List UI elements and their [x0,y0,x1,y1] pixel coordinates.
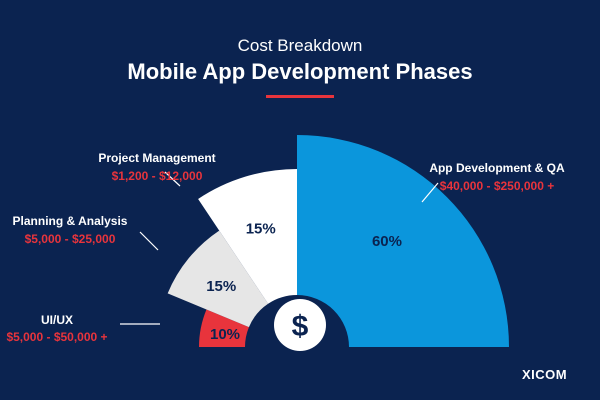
cost-range-project-management: $1,200 - $12,000 [112,169,203,183]
category-label-planning-and-analysis: Planning & Analysis [13,214,128,228]
segment-value-planning-and-analysis: 15% [206,278,236,295]
segment-project-management [198,169,297,304]
segment-app-development-and-qa [297,135,509,347]
page-title-sub: Cost Breakdown [237,36,363,55]
leader-line-planning-and-analysis [139,231,159,251]
leader-line-app-development-and-qa [421,182,439,203]
segment-value-ui-ux: 10% [210,326,240,343]
category-label-app-development-and-qa: App Development & QA [429,161,565,175]
category-label-ui-ux: UI/UX [41,313,73,327]
segment-ui-ux [199,309,249,347]
dollar-icon: $ [292,310,309,343]
title-underline [266,95,334,98]
segment-value-app-development-and-qa: 60% [372,233,402,250]
category-label-project-management: Project Management [98,151,215,165]
cost-range-planning-and-analysis: $5,000 - $25,000 [25,232,116,246]
leader-line-project-management [164,171,181,187]
segment-value-project-management: 15% [246,220,276,237]
brand-logo: XICOM [522,367,568,382]
dollar-badge [274,299,326,351]
cost-range-app-development-and-qa: $40,000 - $250,000 + [440,179,554,193]
cost-range-ui-ux: $5,000 - $50,000 + [6,330,107,344]
page-title: Mobile App Development Phases [127,59,473,84]
segment-planning-and-analysis [167,230,269,328]
